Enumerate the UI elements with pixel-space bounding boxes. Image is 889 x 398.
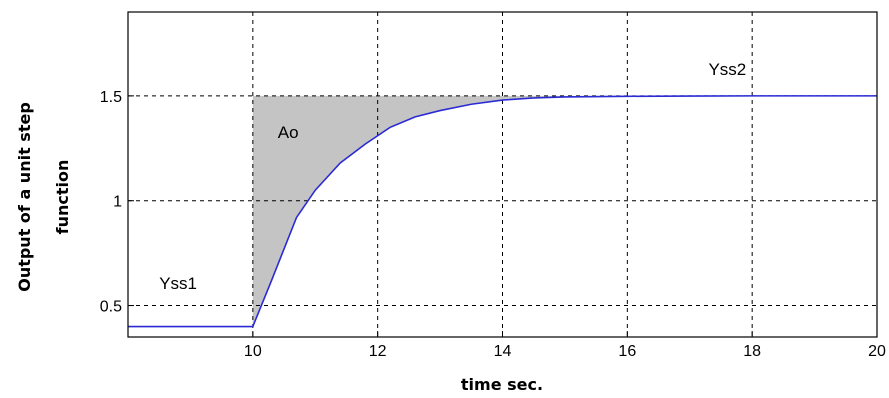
ylabel: Output of a unit step function [15,102,72,292]
xtick-label-10: 10 [244,343,262,360]
annotation-yss2: Yss2 [708,60,746,79]
ytick-label-1: 1 [113,194,122,211]
xtick-label-18: 18 [743,343,761,360]
ytick-label-1_5: 1.5 [100,89,122,106]
ylabel-line-2: function [53,160,72,235]
annotation-ao: Ao [278,123,299,142]
ylabel-line-1: Output of a unit step [15,102,34,292]
xtick-label-14: 14 [494,343,512,360]
xtick-label-12: 12 [369,343,387,360]
annotation-yss1: Yss1 [159,274,197,293]
ytick-label-0_5: 0.5 [100,299,122,316]
xlabel: time sec. [461,375,543,394]
xtick-label-16: 16 [618,343,636,360]
series-line [128,95,877,328]
shaded-region-ao [252,95,878,327]
xtick-label-20: 20 [868,343,886,360]
plot-area: 10 12 14 16 18 20 0.5 1 1.5 Yss1 Ao Yss2 [100,11,886,360]
